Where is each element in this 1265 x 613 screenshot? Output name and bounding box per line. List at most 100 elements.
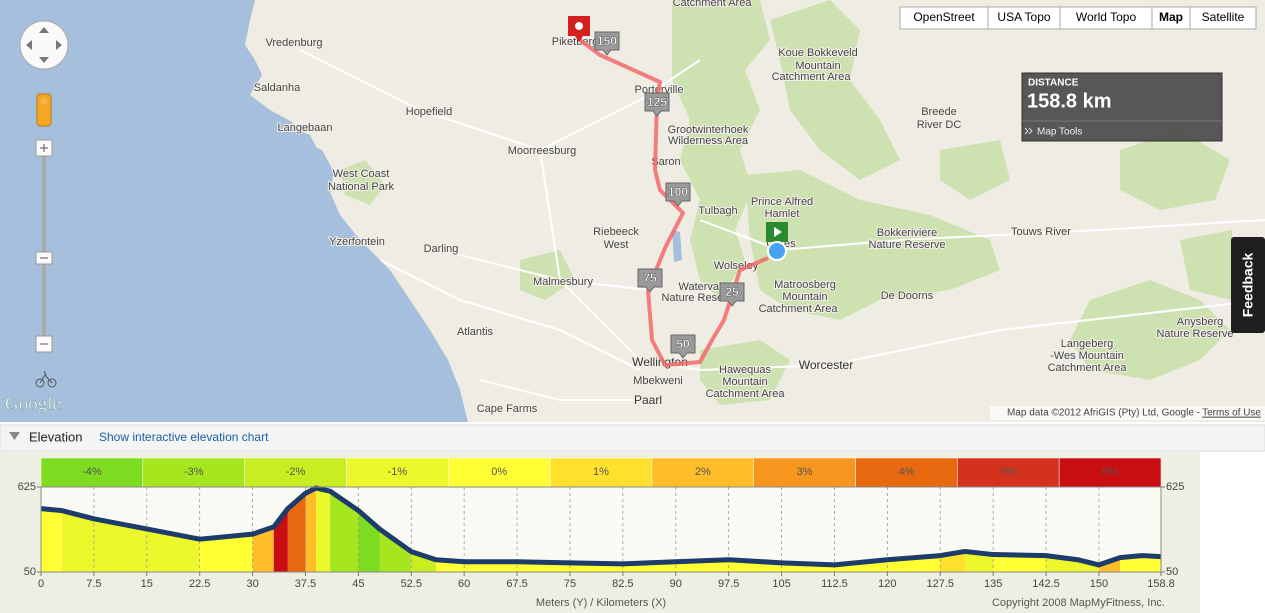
grade-swatch [855,457,958,488]
x-tick-label: 97.5 [718,578,739,590]
elevation-link[interactable]: Show interactive elevation chart [99,430,269,444]
grade-swatch [40,457,144,488]
attribution: Map data ©2012 AfriGIS (Pty) Ltd, Google… [1007,408,1200,419]
marker-bubble [670,334,696,359]
elevation-fill [316,488,331,572]
grade-swatch [957,457,1060,488]
marker-bubble [644,92,670,117]
map-type-label[interactable]: World Topo [1076,10,1137,24]
elevation-fill [964,551,994,572]
grade-label: 5% [1000,466,1016,478]
x-tick-label: 52.5 [401,578,422,590]
distance-box: DISTANCE 158.8 km Map Tools [1021,72,1223,142]
place-label: Mountain [722,376,767,388]
route-markers: 150 125 100 75 50 25 [594,31,745,359]
x-tick-label: 30 [246,578,258,590]
feedback[interactable]: Feedback [1240,252,1256,317]
marker-bubble [719,282,745,307]
x-tick-label: 82.5 [612,578,633,590]
elevation-fill [41,508,63,572]
elevation-fill [146,528,200,572]
marker-label: 50 [676,337,690,351]
place-label: Bokkeriviere [877,227,938,239]
roads [299,49,1265,401]
ocean [0,0,468,422]
x-tick-label: 142.5 [1032,578,1060,590]
grade-swatch [346,457,449,488]
place-label: Worcester [799,358,853,372]
grade-label: -3% [184,466,204,478]
grade-label: -2% [286,466,306,478]
map-type-button[interactable] [1189,6,1257,30]
map-type-label[interactable]: USA Topo [997,10,1050,24]
grade-label: 3% [797,466,813,478]
place-label: Catchment Area [706,388,786,400]
map-type-label[interactable]: OpenStreet [913,10,975,24]
collapse-toggle[interactable] [9,432,20,440]
distance-value: 158.8 km [1027,90,1112,112]
elevation-fill [93,518,147,572]
bike-icon[interactable] [35,370,57,388]
place-label: Hawequas [719,364,771,376]
pegman[interactable] [36,93,52,127]
place-label: Yzerfontein [329,236,385,248]
place-label: River DC [917,119,962,131]
place-label: West [604,239,629,251]
pan-control[interactable] [19,20,69,70]
terms-link[interactable]: Terms of Use [1202,408,1261,419]
x-tick-label: 0 [38,578,44,590]
elevation-fill [411,551,436,572]
x-tick-label: 105 [772,578,790,590]
grade-label: 0% [491,466,507,478]
dam [672,230,682,262]
start-marker[interactable] [766,222,788,261]
bay [285,125,322,170]
grade-swatch [244,457,347,488]
place-label: Nature Reserve [868,239,945,251]
place-label: Riebeeck [593,226,639,238]
x-tick-label: 7.5 [86,578,101,590]
x-tick-label: 45 [352,578,364,590]
map-tools[interactable]: Map Tools [1037,127,1082,138]
x-tick-label: 22.5 [189,578,210,590]
grade-swatch [1058,457,1162,488]
elevation-fill [993,554,1047,572]
grade-label: 6% [1102,466,1118,478]
y-tick-label-right: 50 [1166,566,1178,578]
place-label: Catchment Area [673,0,753,9]
place-label: Matroosberg [774,279,836,291]
place-label: Paarl [634,393,662,407]
place-label: Breede [921,106,956,118]
place-label: Mountain [782,291,827,303]
zoom-control[interactable] [35,139,53,353]
place-label: Atlantis [457,326,494,338]
elevation-header [0,424,1265,452]
place-label: Koue Bokkeveld [778,47,858,59]
place-label: Anysberg [1177,316,1223,328]
place-label: Nature Reserve [1156,328,1233,340]
place-label: Saron [651,156,680,168]
chart-credit: Copyright 2008 MapMyFitness, Inc. [992,597,1165,609]
x-tick-label: 75 [564,578,576,590]
x-tick-label: 60 [458,578,470,590]
grade-label: 2% [695,466,711,478]
end-marker[interactable] [568,16,590,42]
map-type-label[interactable]: Map [1159,10,1183,24]
elevation-fill [379,528,412,572]
x-tick-label: 90 [670,578,682,590]
x-tick-label: 112.5 [821,578,848,590]
place-label: Cape Farms [477,403,538,415]
place-label: Touws River [1011,226,1071,238]
x-axis-label: Meters (Y) / Kilometers (X) [536,597,666,609]
marker-label: 100 [668,185,688,199]
plot-frame [40,486,1162,573]
place-label: Grootwinterhoek [668,124,749,136]
marker-bubble [594,31,620,56]
map-type-label[interactable]: Satellite [1202,10,1245,24]
place-label: Moorreesburg [508,145,576,157]
grade-swatch [549,457,653,488]
elevation-line [40,485,1162,568]
y-tick-label: 50 [24,566,36,578]
y-tick-label-right: 625 [1166,481,1184,493]
feedback-tab[interactable]: Feedback [1231,237,1265,333]
